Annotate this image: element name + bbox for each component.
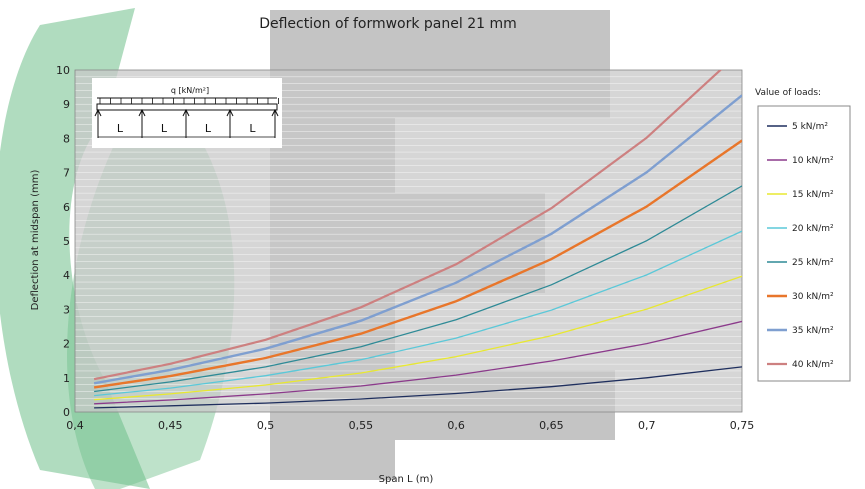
plot-border xyxy=(74,69,743,413)
legend-label: 20 kN/m² xyxy=(792,224,834,234)
span-diagram-load-arrows xyxy=(99,98,279,104)
span-label: L xyxy=(249,122,256,135)
span-label: L xyxy=(161,122,168,135)
x-tick-label: 0,45 xyxy=(158,419,183,432)
y-tick-label: 0 xyxy=(63,406,70,419)
span-label: L xyxy=(117,122,124,135)
x-tick-label: 0,4 xyxy=(66,419,84,432)
series-line-2 xyxy=(94,320,742,405)
x-tick-label: 0,7 xyxy=(638,419,656,432)
legend-box xyxy=(757,105,851,382)
y-tick-label: 5 xyxy=(63,235,70,248)
watermark-green-arc xyxy=(0,8,150,489)
legend-label: 10 kN/m² xyxy=(792,156,834,166)
legend-label: 25 kN/m² xyxy=(792,258,834,268)
y-tick-label: 4 xyxy=(63,269,70,282)
x-axis-label: Span L (m) xyxy=(379,474,434,485)
span-label: L xyxy=(205,122,212,135)
x-tick-label: 0,6 xyxy=(447,419,465,432)
y-axis-label: Deflection at midspan (mm) xyxy=(30,170,41,311)
legend-label: 40 kN/m² xyxy=(792,360,834,370)
legend-label: 5 kN/m² xyxy=(792,122,828,132)
legend-label: 30 kN/m² xyxy=(792,292,834,302)
x-tick-label: 0,55 xyxy=(349,419,374,432)
chart-title: Deflection of formwork panel 21 mm xyxy=(259,16,517,32)
support-arrow xyxy=(226,108,234,117)
y-tick-label: 6 xyxy=(63,201,70,214)
span-diagram: q [kN/m²] L L L L xyxy=(92,78,282,148)
legend-label: 35 kN/m² xyxy=(792,326,834,336)
series-line-8 xyxy=(93,70,723,381)
y-tick-label: 1 xyxy=(63,372,70,385)
support-arrow xyxy=(182,108,190,117)
y-tick-label: 10 xyxy=(56,64,70,77)
support-arrow xyxy=(138,108,146,117)
series-line-6 xyxy=(93,139,742,389)
span-diagram-beam xyxy=(96,103,278,111)
series-line-3 xyxy=(94,275,742,401)
y-tick-label: 2 xyxy=(63,338,70,351)
x-tick-label: 0,75 xyxy=(730,419,755,432)
span-diagram-load-label: q [kN/m²] xyxy=(171,86,209,95)
series-line-4 xyxy=(94,230,742,397)
legend-items: 5 kN/m² 10 kN/m² 15 kN/m² 20 kN/m² 25 kN/m² 3… xyxy=(767,122,834,370)
x-tick-label: 0,5 xyxy=(257,419,275,432)
series-line-5 xyxy=(94,185,742,393)
x-tick-label: 0,65 xyxy=(539,419,564,432)
y-tick-label: 9 xyxy=(63,98,70,111)
y-tick-label: 7 xyxy=(63,167,70,180)
y-tick-label: 3 xyxy=(63,303,70,316)
series-line-7 xyxy=(93,94,742,385)
series-line-1 xyxy=(94,366,742,409)
legend-label: 15 kN/m² xyxy=(792,190,834,200)
legend-title: Value of loads: xyxy=(755,88,821,98)
support-arrow xyxy=(94,108,102,117)
span-diagram-supports xyxy=(94,108,279,138)
legend: Value of loads: 5 kN/m² 10 kN/m² 15 kN/m² 2… xyxy=(755,88,851,382)
support-arrow xyxy=(271,108,279,117)
y-tick-label: 8 xyxy=(63,132,70,145)
